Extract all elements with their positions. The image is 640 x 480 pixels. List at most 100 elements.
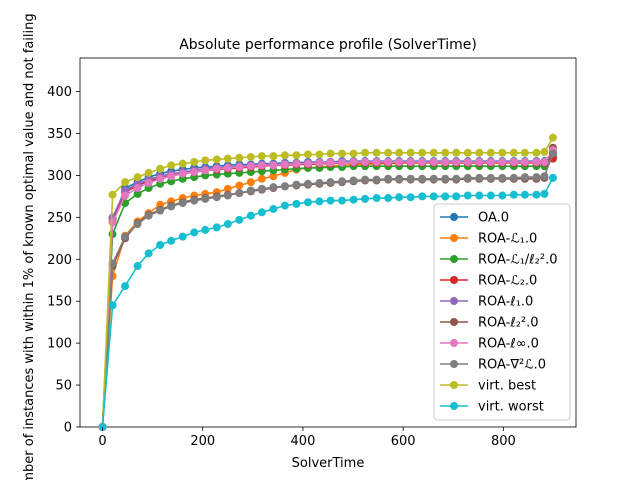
data-point bbox=[338, 149, 347, 158]
data-point bbox=[156, 164, 165, 173]
data-point bbox=[463, 173, 472, 182]
data-point bbox=[257, 152, 266, 161]
data-point bbox=[246, 162, 255, 171]
data-point bbox=[384, 148, 393, 157]
data-point bbox=[475, 148, 484, 157]
data-point bbox=[361, 148, 370, 157]
data-point bbox=[498, 173, 507, 182]
data-point bbox=[395, 148, 404, 157]
data-point bbox=[509, 157, 518, 166]
data-point bbox=[338, 196, 347, 205]
data-point bbox=[178, 232, 187, 241]
plot-axes bbox=[79, 57, 577, 428]
data-point bbox=[326, 178, 335, 187]
chart-title: Absolute performance profile (SolverTime… bbox=[179, 37, 477, 53]
data-point bbox=[384, 194, 393, 203]
data-point bbox=[441, 148, 450, 157]
legend-swatch-marker bbox=[450, 276, 458, 284]
data-point bbox=[269, 161, 278, 170]
x-axis-label: SolverTime bbox=[292, 456, 365, 471]
data-point bbox=[509, 148, 518, 157]
data-point bbox=[235, 163, 244, 172]
data-point bbox=[540, 189, 549, 198]
data-point bbox=[246, 211, 255, 220]
y-tick-label: 150 bbox=[47, 295, 72, 310]
data-point bbox=[498, 191, 507, 200]
data-point bbox=[303, 179, 312, 188]
data-point bbox=[156, 206, 165, 215]
data-point bbox=[498, 148, 507, 157]
data-point bbox=[223, 191, 232, 200]
data-point bbox=[532, 148, 541, 157]
data-point bbox=[190, 157, 199, 166]
data-point bbox=[338, 177, 347, 186]
data-point bbox=[167, 202, 176, 211]
data-point bbox=[532, 190, 541, 199]
data-point bbox=[212, 155, 221, 164]
data-point bbox=[235, 153, 244, 162]
data-point bbox=[212, 193, 221, 202]
legend-label: ROA-ℒ₁/ℓ₂².0 bbox=[478, 253, 558, 268]
data-point bbox=[520, 148, 529, 157]
data-point bbox=[167, 236, 176, 245]
legend-label: ROA-ℓ₂².0 bbox=[478, 316, 539, 331]
data-point bbox=[326, 196, 335, 205]
data-point bbox=[349, 157, 358, 166]
data-point bbox=[223, 184, 232, 193]
legend-swatch-marker bbox=[450, 318, 458, 326]
data-point bbox=[441, 174, 450, 183]
data-point bbox=[441, 192, 450, 201]
data-point bbox=[429, 192, 438, 201]
data-point bbox=[133, 189, 142, 198]
data-point bbox=[201, 156, 210, 165]
data-point bbox=[326, 149, 335, 158]
data-point bbox=[246, 186, 255, 195]
data-point bbox=[395, 157, 404, 166]
data-point bbox=[133, 173, 142, 182]
legend-swatch-marker bbox=[450, 381, 458, 389]
data-point bbox=[486, 191, 495, 200]
data-point bbox=[212, 164, 221, 173]
data-point bbox=[144, 211, 153, 220]
data-point bbox=[349, 149, 358, 158]
series-ROA-ℓ∞.0 bbox=[98, 146, 557, 431]
x-tick-label: 200 bbox=[190, 434, 215, 449]
legend-label: OA.0 bbox=[478, 211, 509, 226]
data-point bbox=[201, 194, 210, 203]
data-point bbox=[548, 149, 557, 158]
data-point bbox=[406, 193, 415, 202]
data-point bbox=[349, 195, 358, 204]
data-point bbox=[156, 174, 165, 183]
data-point bbox=[315, 150, 324, 159]
data-point bbox=[235, 181, 244, 190]
data-point bbox=[548, 133, 557, 142]
data-point bbox=[156, 241, 165, 250]
data-point bbox=[167, 172, 176, 181]
data-point bbox=[257, 208, 266, 217]
data-point bbox=[361, 175, 370, 184]
y-tick-label: 350 bbox=[47, 127, 72, 142]
legend-label: ROA-ℓ∞.0 bbox=[478, 337, 539, 352]
data-point bbox=[280, 182, 289, 191]
data-point bbox=[167, 161, 176, 170]
axis-ticks: 0 200 400 600 800 0 50 100 150 200 250 300 350 400 bbox=[47, 85, 516, 449]
data-point bbox=[540, 147, 549, 156]
data-point bbox=[361, 194, 370, 203]
legend-label: ROA-ℒ₂.0 bbox=[478, 274, 537, 289]
data-point bbox=[463, 148, 472, 157]
legend-label: virt. worst bbox=[478, 400, 544, 415]
data-point bbox=[463, 157, 472, 166]
data-point bbox=[475, 173, 484, 182]
data-point bbox=[520, 157, 529, 166]
data-point bbox=[201, 225, 210, 234]
legend-swatch-marker bbox=[450, 402, 458, 410]
legend-swatch-marker bbox=[450, 360, 458, 368]
y-tick-label: 50 bbox=[55, 379, 72, 394]
data-point bbox=[108, 259, 117, 268]
data-point bbox=[108, 301, 117, 310]
data-point bbox=[463, 191, 472, 200]
data-point bbox=[326, 158, 335, 167]
data-point bbox=[303, 150, 312, 159]
data-point bbox=[178, 159, 187, 168]
